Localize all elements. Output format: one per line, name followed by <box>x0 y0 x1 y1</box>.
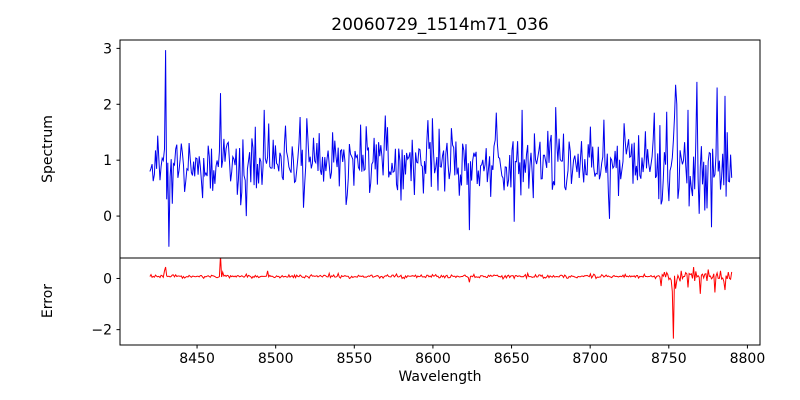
x-tick-label: 8600 <box>415 351 451 367</box>
x-tick-label: 8550 <box>336 351 372 367</box>
spectrum-axis-label: Spectrum <box>40 115 56 183</box>
y-tick-label: −2 <box>91 323 112 339</box>
error-line <box>149 258 733 339</box>
x-axis-label: Wavelength <box>398 369 481 385</box>
y-tick-label: 0 <box>103 209 112 225</box>
chart-title: 20060729_1514m71_036 <box>331 15 548 35</box>
x-tick-label: 8650 <box>494 351 530 367</box>
x-tick-label: 8800 <box>730 351 766 367</box>
y-tick-label: 3 <box>103 41 112 57</box>
x-tick-label: 8500 <box>258 351 294 367</box>
error-axis-label: Error <box>40 284 56 318</box>
y-tick-label: 0 <box>103 271 112 287</box>
x-tick-label: 8450 <box>179 351 215 367</box>
error-panel-frame <box>119 257 761 346</box>
x-tick-label: 8750 <box>651 351 687 367</box>
y-tick-label: 2 <box>103 97 112 113</box>
x-tick-label: 8700 <box>572 351 608 367</box>
spectrum-line <box>149 50 733 247</box>
y-tick-label: 1 <box>103 153 112 169</box>
